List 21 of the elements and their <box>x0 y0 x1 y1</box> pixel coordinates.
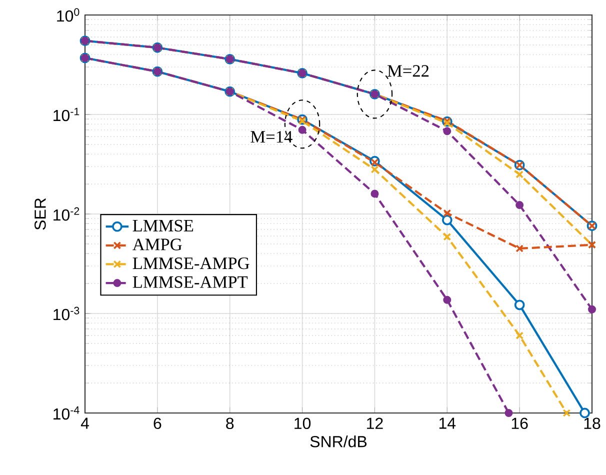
x-tick-label: 8 <box>226 418 234 430</box>
y-tick-label: 10$^{-3}$ <box>54 306 80 320</box>
legend-label: LMMSE-AMPG <box>132 257 250 270</box>
x-tick-label: 12 <box>367 418 383 429</box>
x-tick-label: 14 <box>439 418 456 429</box>
x-tick-label: 6 <box>154 418 162 430</box>
x-tick-label: 18 <box>584 418 600 430</box>
y-tick-label: 10$^{-4}$ <box>54 406 80 420</box>
legend-label: AMPG <box>132 238 182 250</box>
legend-label: LMMSE-AMPT <box>132 276 248 288</box>
legend-label: LMMSE <box>132 220 194 232</box>
x-tick-label: 16 <box>512 418 528 430</box>
x-tick-label: 4 <box>80 418 89 429</box>
annotation: M=14 <box>250 131 292 143</box>
x-tick-label: 10 <box>294 418 311 430</box>
y-axis-title: SER <box>34 198 46 230</box>
annotation: M=22 <box>387 65 429 77</box>
y-tick-label: 10$^{-1}$ <box>54 108 80 122</box>
y-tick-label: 10$^{-2}$ <box>54 207 80 221</box>
x-axis-title: SNR/dB <box>310 436 367 448</box>
y-tick-label: 10$^{0}$ <box>57 8 80 22</box>
